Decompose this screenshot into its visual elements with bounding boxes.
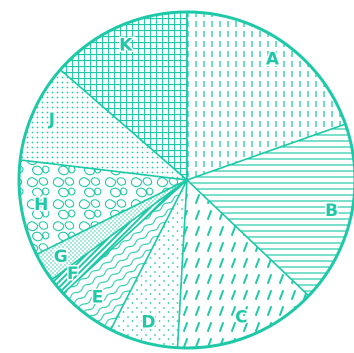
slice-label-j: J — [48, 110, 55, 130]
slice-label-e: E — [92, 288, 104, 308]
slice-label-a: A — [266, 49, 280, 69]
pie-slices — [18, 11, 354, 349]
slice-label-g: G — [54, 247, 68, 267]
pie-labels: A B C D EFG H J K — [33, 34, 340, 334]
slice-label-d: D — [141, 313, 155, 333]
slice-label-h: H — [34, 195, 48, 215]
slice-label-k: K — [119, 35, 133, 55]
slice-label-b: B — [325, 201, 338, 221]
pie-outline — [17, 10, 354, 350]
slice-label-f: F — [67, 264, 79, 284]
slice-label-c: C — [235, 308, 247, 328]
